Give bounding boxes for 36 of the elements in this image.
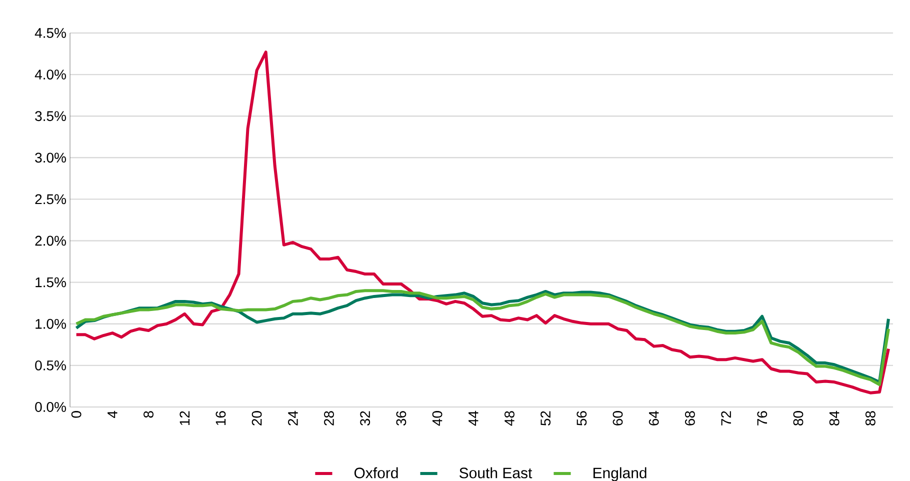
legend-label: England	[594, 467, 646, 481]
legend-label: Oxford	[354, 467, 398, 478]
x-tick-label: 4	[108, 410, 118, 418]
x-tick-label: 44	[468, 410, 478, 426]
x-tick-label: 8	[144, 411, 154, 418]
x-tick-label: 0	[71, 411, 82, 418]
legend-label: South East	[460, 467, 532, 478]
x-tick-label: 48	[504, 411, 514, 426]
x-tick-label: 12	[180, 411, 190, 426]
y-tick-label: 0.5%	[35, 360, 66, 370]
x-tick-label: 60	[612, 411, 623, 426]
y-tick-label: 4.5%	[34, 28, 66, 38]
x-tick-label: 16	[216, 411, 226, 426]
y-tick-label: 2.5%	[35, 194, 66, 204]
x-tick-label: 36	[396, 411, 406, 426]
x-tick-label: 76	[757, 411, 768, 426]
x-tick-label: 80	[793, 411, 804, 426]
y-tick-label: 0.0%	[35, 402, 66, 412]
y-tick-label: 4.0%	[34, 70, 66, 80]
x-tick-label: 32	[360, 411, 370, 426]
x-tick-label: 68	[684, 411, 695, 426]
y-tick-label: 1.5%	[36, 277, 66, 288]
x-tick-label: 64	[648, 410, 659, 426]
x-tick-label: 56	[576, 411, 587, 426]
x-tick-label: 88	[865, 411, 876, 426]
x-tick-label: 40	[432, 411, 442, 426]
y-tick-label: 2.0%	[35, 236, 66, 246]
x-tick-label: 52	[540, 411, 551, 426]
x-tick-label: 28	[324, 411, 334, 426]
x-tick-label: 24	[288, 410, 298, 426]
y-tick-label: 3.0%	[35, 152, 66, 163]
x-tick-label: 20	[252, 411, 262, 426]
x-tick-label: 72	[721, 411, 731, 426]
y-tick-label: 1.0%	[36, 318, 66, 329]
y-tick-label: 3.5%	[35, 111, 66, 122]
x-tick-label: 84	[829, 410, 840, 426]
